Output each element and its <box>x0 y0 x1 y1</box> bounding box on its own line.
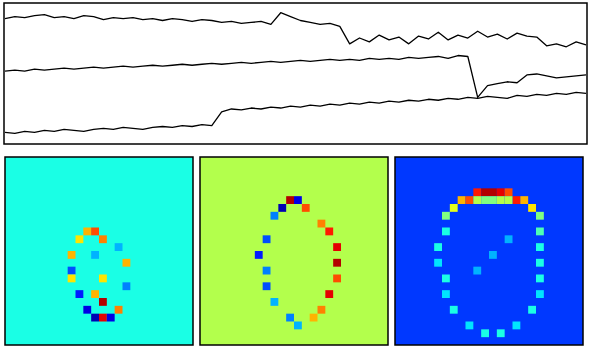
heatmap-cell <box>442 212 450 220</box>
heatmap-cell <box>536 290 544 298</box>
heatmap-cell <box>271 298 279 306</box>
heatmap-cell <box>505 235 513 243</box>
heatmap-cell <box>107 314 115 322</box>
heatmap-cell <box>481 188 489 196</box>
heatmap-cell <box>83 306 91 314</box>
heatmap-cell <box>255 251 263 259</box>
heatmap-cell <box>271 212 279 220</box>
heatmap-cell <box>466 196 474 204</box>
heatmap-cell <box>286 196 294 204</box>
heatmap-cell <box>442 228 450 236</box>
heatmap-cell <box>513 322 521 330</box>
heatmap-cell <box>536 228 544 236</box>
heatmap-cell <box>99 298 107 306</box>
heatmap-cell <box>115 243 123 251</box>
heatmap-background <box>395 157 583 345</box>
heatmap-cell <box>473 188 481 196</box>
heatmap-cell <box>489 188 497 196</box>
heatmap-cell <box>497 196 505 204</box>
heatmap-cell <box>497 188 505 196</box>
heatmap-cell <box>99 314 107 322</box>
heatmap-cell <box>536 243 544 251</box>
heatmap-background <box>200 157 388 345</box>
heatmap-cell <box>442 275 450 283</box>
panel-frame <box>200 157 388 345</box>
heatmap-cell <box>505 196 513 204</box>
heatmap-cell <box>466 322 474 330</box>
heatmap-cell <box>520 196 528 204</box>
heatmap-cell <box>318 220 326 228</box>
heatmap-cell <box>83 228 91 236</box>
heatmap-cell <box>263 235 271 243</box>
heatmap-cell <box>528 306 536 314</box>
heatmap-cell <box>91 290 99 298</box>
heatmap-cell <box>434 259 442 267</box>
heatmap-cell <box>123 282 131 290</box>
heatmap-cell <box>528 204 536 212</box>
plot-area <box>5 13 586 134</box>
heatmap-cell <box>115 306 123 314</box>
series-line <box>5 56 586 98</box>
heatmap-cell <box>68 267 76 275</box>
heatmap-cell <box>442 290 450 298</box>
heatmap-cell <box>76 235 84 243</box>
heatmap-cell <box>450 306 458 314</box>
heatmap-cell <box>91 228 99 236</box>
heatmap-cell <box>434 243 442 251</box>
heatmap-cell <box>302 204 310 212</box>
series-line <box>5 13 586 47</box>
heatmap-cell <box>286 314 294 322</box>
panel-frame <box>395 157 583 345</box>
heatmap-cell <box>68 275 76 283</box>
heatmap-cell <box>294 196 302 204</box>
heatmap-background <box>5 157 193 345</box>
heatmap-cell <box>294 322 302 330</box>
plot-background <box>4 3 587 144</box>
heatmap-cell <box>99 235 107 243</box>
heatmap-cell <box>536 212 544 220</box>
heatmap-cell <box>513 196 521 204</box>
heatmap-cell <box>278 204 286 212</box>
heatmap-area <box>5 157 193 345</box>
plot-frame <box>4 3 587 144</box>
series-line <box>5 92 586 133</box>
heatmap-cell <box>123 259 131 267</box>
heatmap-area <box>395 157 583 345</box>
heatmap-cell <box>263 267 271 275</box>
heatmap-cell <box>99 275 107 283</box>
heatmap-cell <box>497 329 505 337</box>
heatmap-cell <box>333 243 341 251</box>
panel-frame <box>5 157 193 345</box>
heatmap-cell <box>473 196 481 204</box>
heatmap-cell <box>536 275 544 283</box>
heatmap-cell <box>333 275 341 283</box>
figure <box>0 0 589 350</box>
heatmap-cell <box>489 196 497 204</box>
heatmap-cell <box>318 306 326 314</box>
heatmap-cell <box>310 314 318 322</box>
heatmap-cell <box>91 314 99 322</box>
heatmap-cell <box>263 282 271 290</box>
heatmap-cell <box>536 259 544 267</box>
heatmap-cell <box>458 196 466 204</box>
heatmap-cell <box>489 251 497 259</box>
heatmap-cell <box>68 251 76 259</box>
heatmap-cell <box>473 267 481 275</box>
heatmap-cell <box>481 196 489 204</box>
heatmap-cell <box>450 204 458 212</box>
heatmap-area <box>200 157 388 345</box>
heatmap-cell <box>325 290 333 298</box>
heatmap-cell <box>91 251 99 259</box>
heatmap-cell <box>76 290 84 298</box>
heatmap-cell <box>505 188 513 196</box>
heatmap-cell <box>325 228 333 236</box>
heatmap-cell <box>333 259 341 267</box>
heatmap-cell <box>481 329 489 337</box>
